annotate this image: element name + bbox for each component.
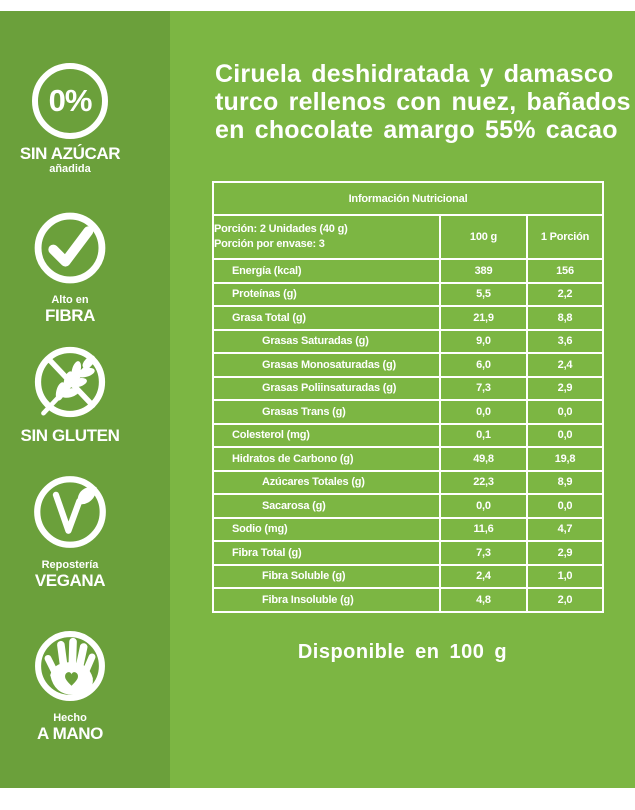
nutrient-label: Proteínas (g) <box>212 281 441 307</box>
nutrient-label: Fibra Insoluble (g) <box>212 587 441 613</box>
hand-icon <box>32 628 108 704</box>
zero-percent-icon: 0% <box>32 63 108 139</box>
nutrient-label: Hidratos de Carbono (g) <box>212 446 441 472</box>
checkmark-icon <box>32 210 108 286</box>
badge-toplabel: Alto en <box>51 294 89 306</box>
value-portion: 0,0 <box>525 422 605 448</box>
value-100g: 0,0 <box>439 493 528 519</box>
value-100g: 5,5 <box>439 281 528 307</box>
portion-info: Porción: 2 Unidades (40 g) Porción por e… <box>212 214 441 260</box>
value-100g: 22,3 <box>439 469 528 495</box>
value-100g: 6,0 <box>439 352 528 378</box>
value-portion: 3,6 <box>525 328 605 354</box>
table-row: Fibra Insoluble (g) 4,8 2,0 <box>212 587 605 613</box>
nutrient-label: Grasas Trans (g) <box>212 399 441 425</box>
badges-sidebar: 0% SIN AZÚCAR añadida Alto en FIBRA <box>0 11 170 788</box>
value-portion: 2,2 <box>525 281 605 307</box>
badge-label: SIN GLUTEN <box>20 426 120 445</box>
nutrient-label: Fibra Soluble (g) <box>212 563 441 589</box>
nutrient-label: Sacarosa (g) <box>212 493 441 519</box>
value-portion: 8,8 <box>525 305 605 331</box>
column-header-100g: 100 g <box>439 214 528 260</box>
value-100g: 7,3 <box>439 540 528 566</box>
value-100g: 4,8 <box>439 587 528 613</box>
main-panel: Ciruela deshidratada y damasco turco rel… <box>170 11 635 788</box>
badge-label: A MANO <box>37 724 103 743</box>
table-title: Información Nutricional <box>211 181 605 216</box>
table-row: Sodio (mg) 11,6 4,7 <box>212 516 605 542</box>
nutrient-label: Energía (kcal) <box>212 258 441 284</box>
nutrient-label: Fibra Total (g) <box>212 540 441 566</box>
value-portion: 2,9 <box>525 540 605 566</box>
nutrient-label: Colesterol (mg) <box>212 422 441 448</box>
title-line-2: turco rellenos con nuez, bañados <box>215 88 631 116</box>
title-line-1: Ciruela deshidratada y damasco <box>215 60 614 88</box>
value-portion: 2,9 <box>525 375 605 401</box>
table-column-header-row: Porción: 2 Unidades (40 g) Porción por e… <box>212 214 605 260</box>
value-portion: 2,0 <box>525 587 605 613</box>
portion-line-1: Porción: 2 Unidades (40 g) <box>214 223 348 235</box>
table-row: Colesterol (mg) 0,1 0,0 <box>212 422 605 448</box>
table-row: Fibra Total (g) 7,3 2,9 <box>212 540 605 566</box>
wheat-crossed-icon <box>31 343 109 421</box>
nutrient-label: Sodio (mg) <box>212 516 441 542</box>
badge-hecho-a-mano: Hecho A MANO <box>0 628 140 743</box>
badge-sin-gluten: SIN GLUTEN <box>0 343 140 445</box>
table-row: Azúcares Totales (g) 22,3 8,9 <box>212 469 605 495</box>
availability-note: Disponible en 100 g <box>297 640 508 663</box>
badge-sublabel: añadida <box>49 163 91 175</box>
badge-sin-azucar: 0% SIN AZÚCAR añadida <box>0 63 140 176</box>
table-row: Grasa Total (g) 21,9 8,8 <box>212 305 605 331</box>
nutrition-table: Información Nutricional Porción: 2 Unida… <box>211 181 605 613</box>
value-portion: 8,9 <box>525 469 605 495</box>
value-portion: 0,0 <box>525 399 605 425</box>
badge-label: VEGANA <box>34 571 106 590</box>
table-row: Grasas Monosaturadas (g) 6,0 2,4 <box>212 352 605 378</box>
table-row: Fibra Soluble (g) 2,4 1,0 <box>212 563 605 589</box>
portion-line-2: Porción por envase: 3 <box>214 238 325 250</box>
value-portion: 1,0 <box>525 563 605 589</box>
nutrient-label: Grasa Total (g) <box>212 305 441 331</box>
product-title: Ciruela deshidratada y damasco turco rel… <box>170 11 635 144</box>
nutrition-table-body: Energía (kcal) 389 156 Proteínas (g) 5,5… <box>212 258 605 613</box>
table-title-row: Información Nutricional <box>211 181 605 216</box>
badge-label: FIBRA <box>45 306 95 325</box>
table-row: Hidratos de Carbono (g) 49,8 19,8 <box>212 446 605 472</box>
nutrient-label: Azúcares Totales (g) <box>212 469 441 495</box>
badge-toplabel: Hecho <box>53 712 87 724</box>
value-portion: 156 <box>525 258 605 284</box>
table-row: Proteínas (g) 5,5 2,2 <box>212 281 605 307</box>
badge-label: SIN AZÚCAR <box>19 144 121 163</box>
badge-vegana: Repostería VEGANA <box>0 473 140 590</box>
table-row: Grasas Trans (g) 0,0 0,0 <box>212 399 605 425</box>
value-100g: 11,6 <box>439 516 528 542</box>
column-header-portion: 1 Porción <box>525 214 605 260</box>
badge-toplabel: Repostería <box>41 559 99 571</box>
nutrient-label: Grasas Monosaturadas (g) <box>212 352 441 378</box>
table-row: Grasas Saturadas (g) 9,0 3,6 <box>212 328 605 354</box>
table-row: Energía (kcal) 389 156 <box>212 258 605 284</box>
value-portion: 4,7 <box>525 516 605 542</box>
value-100g: 0,1 <box>439 422 528 448</box>
value-100g: 9,0 <box>439 328 528 354</box>
table-row: Sacarosa (g) 0,0 0,0 <box>212 493 605 519</box>
vegan-leaf-icon <box>31 473 109 551</box>
nutrient-label: Grasas Saturadas (g) <box>212 328 441 354</box>
value-100g: 7,3 <box>439 375 528 401</box>
title-line-3: en chocolate amargo 55% cacao <box>215 116 618 144</box>
value-100g: 2,4 <box>439 563 528 589</box>
table-row: Grasas Poliinsaturadas (g) 7,3 2,9 <box>212 375 605 401</box>
value-100g: 389 <box>439 258 528 284</box>
badge-alto-fibra: Alto en FIBRA <box>0 210 140 325</box>
value-portion: 19,8 <box>525 446 605 472</box>
nutrient-label: Grasas Poliinsaturadas (g) <box>212 375 441 401</box>
value-portion: 2,4 <box>525 352 605 378</box>
zero-percent-text: 0% <box>48 83 93 118</box>
value-100g: 21,9 <box>439 305 528 331</box>
value-100g: 49,8 <box>439 446 528 472</box>
value-portion: 0,0 <box>525 493 605 519</box>
value-100g: 0,0 <box>439 399 528 425</box>
